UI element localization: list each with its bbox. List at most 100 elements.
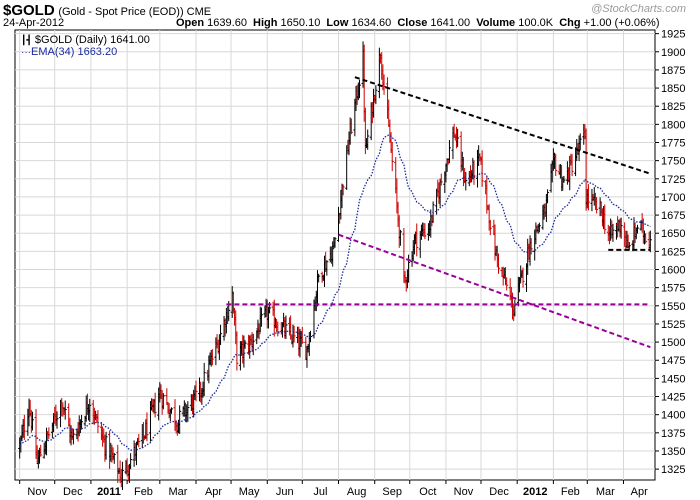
price-bar — [415, 223, 419, 257]
x-tick-label: Jun — [276, 486, 294, 498]
price-bar — [546, 189, 550, 204]
price-bar — [331, 241, 335, 267]
x-tick-label: Apr — [205, 486, 222, 498]
y-tick-label: 1850 — [661, 83, 685, 95]
price-bar — [161, 393, 165, 410]
stat-value-open: 1639.60 — [207, 17, 254, 29]
price-bar — [619, 217, 623, 239]
price-bar — [447, 140, 451, 164]
price-bar — [349, 118, 353, 135]
stat-label-high: High — [253, 17, 281, 29]
price-bar — [292, 325, 296, 343]
legend-price-label: $GOLD (Daily) 1641.00 — [34, 34, 150, 46]
legend-ema-label: EMA(34) 1663.20 — [31, 46, 118, 58]
price-bar — [586, 184, 590, 211]
price-bar — [210, 349, 214, 366]
y-tick-label: 1800 — [661, 119, 685, 131]
price-bar — [529, 238, 533, 255]
price-bars — [18, 41, 652, 491]
y-tick-label: 1750 — [661, 156, 685, 168]
price-bar — [374, 85, 378, 105]
price-bar — [31, 411, 35, 431]
price-bar — [456, 128, 460, 148]
x-tick-label: Feb — [134, 486, 153, 498]
x-tick-label: Apr — [631, 486, 648, 498]
y-tick-label: 1650 — [661, 228, 685, 240]
y-tick-label: 1900 — [661, 47, 685, 59]
legend-price: ┃┫ $GOLD (Daily) 1641.00 — [21, 34, 150, 46]
y-tick-label: 1325 — [661, 464, 685, 476]
price-bar — [497, 253, 501, 274]
price-bar — [169, 407, 173, 414]
trendline-black — [354, 76, 651, 175]
price-bar — [480, 150, 484, 187]
price-bar — [439, 173, 443, 186]
price-bar — [382, 74, 386, 95]
price-bar — [276, 321, 280, 337]
price-bar — [145, 412, 149, 442]
y-axis: 1325 1350 1375 1400 1425 1450 1475 1500 1525 1550… — [655, 29, 685, 476]
brand-logo[interactable]: @StockCharts.com — [591, 3, 686, 15]
price-bar — [80, 414, 84, 430]
stat-label-close: Close — [397, 17, 431, 29]
y-tick-label: 1425 — [661, 392, 685, 404]
price-bar — [398, 229, 402, 246]
price-bar — [554, 153, 558, 177]
price-bar — [333, 237, 337, 248]
y-tick-label: 1625 — [661, 246, 685, 258]
y-tick-label: 1925 — [661, 29, 685, 41]
y-tick-label: 1475 — [661, 355, 685, 367]
price-bar — [472, 160, 476, 185]
y-tick-label: 1875 — [661, 65, 685, 77]
quote-stats: Open 1639.60 High 1650.10 Low 1634.60 Cl… — [176, 17, 660, 29]
price-bar — [178, 405, 182, 434]
price-bar — [627, 242, 631, 251]
stat-value-low: 1634.60 — [351, 17, 398, 29]
price-bar — [71, 429, 75, 445]
price-bar — [39, 444, 43, 457]
ema-line — [19, 134, 651, 451]
x-tick-label: Mar — [168, 486, 187, 498]
price-bar — [595, 197, 599, 214]
stat-value-volume: 100.0K — [518, 17, 560, 29]
price-bar — [96, 410, 100, 434]
price-bar — [341, 184, 345, 196]
y-tick-label: 1775 — [661, 138, 685, 150]
price-bar — [129, 453, 133, 470]
price-bar — [570, 154, 574, 177]
x-tick-label: Dec — [489, 486, 509, 498]
y-tick-label: 1600 — [661, 265, 685, 277]
price-bar — [112, 452, 116, 464]
y-tick-label: 1500 — [661, 337, 685, 349]
dotted-line-legend-icon: ··· — [21, 47, 31, 58]
x-tick-label: 2012 — [523, 486, 547, 498]
y-tick-label: 1525 — [661, 319, 685, 331]
plot-area — [14, 29, 656, 481]
price-bar — [317, 273, 321, 283]
x-tick-label: Nov — [27, 486, 47, 498]
stat-label-chg: Chg — [559, 17, 584, 29]
x-tick-label: Aug — [347, 486, 367, 498]
price-bar — [325, 260, 329, 276]
price-bar — [153, 392, 157, 418]
price-bar — [611, 223, 615, 242]
y-tick-label: 1700 — [661, 192, 685, 204]
price-bar — [488, 219, 492, 236]
x-tick-label: May — [239, 486, 260, 498]
stat-value-high: 1650.10 — [280, 17, 327, 29]
price-bar — [202, 362, 206, 397]
price-bar — [194, 380, 198, 402]
y-tick-label: 1575 — [661, 283, 685, 295]
price-bar — [47, 427, 51, 439]
price-bar — [390, 142, 394, 172]
quote-date: 24-Apr-2012 — [3, 17, 65, 29]
price-bar — [88, 398, 92, 422]
price-bar — [464, 171, 468, 191]
price-bar — [243, 340, 247, 349]
y-tick-label: 1725 — [661, 174, 685, 186]
trendlines — [226, 76, 651, 349]
price-bar — [120, 461, 124, 491]
price-bar — [251, 333, 255, 356]
stat-value-chg: +1.00 (+0.06%) — [583, 17, 660, 29]
